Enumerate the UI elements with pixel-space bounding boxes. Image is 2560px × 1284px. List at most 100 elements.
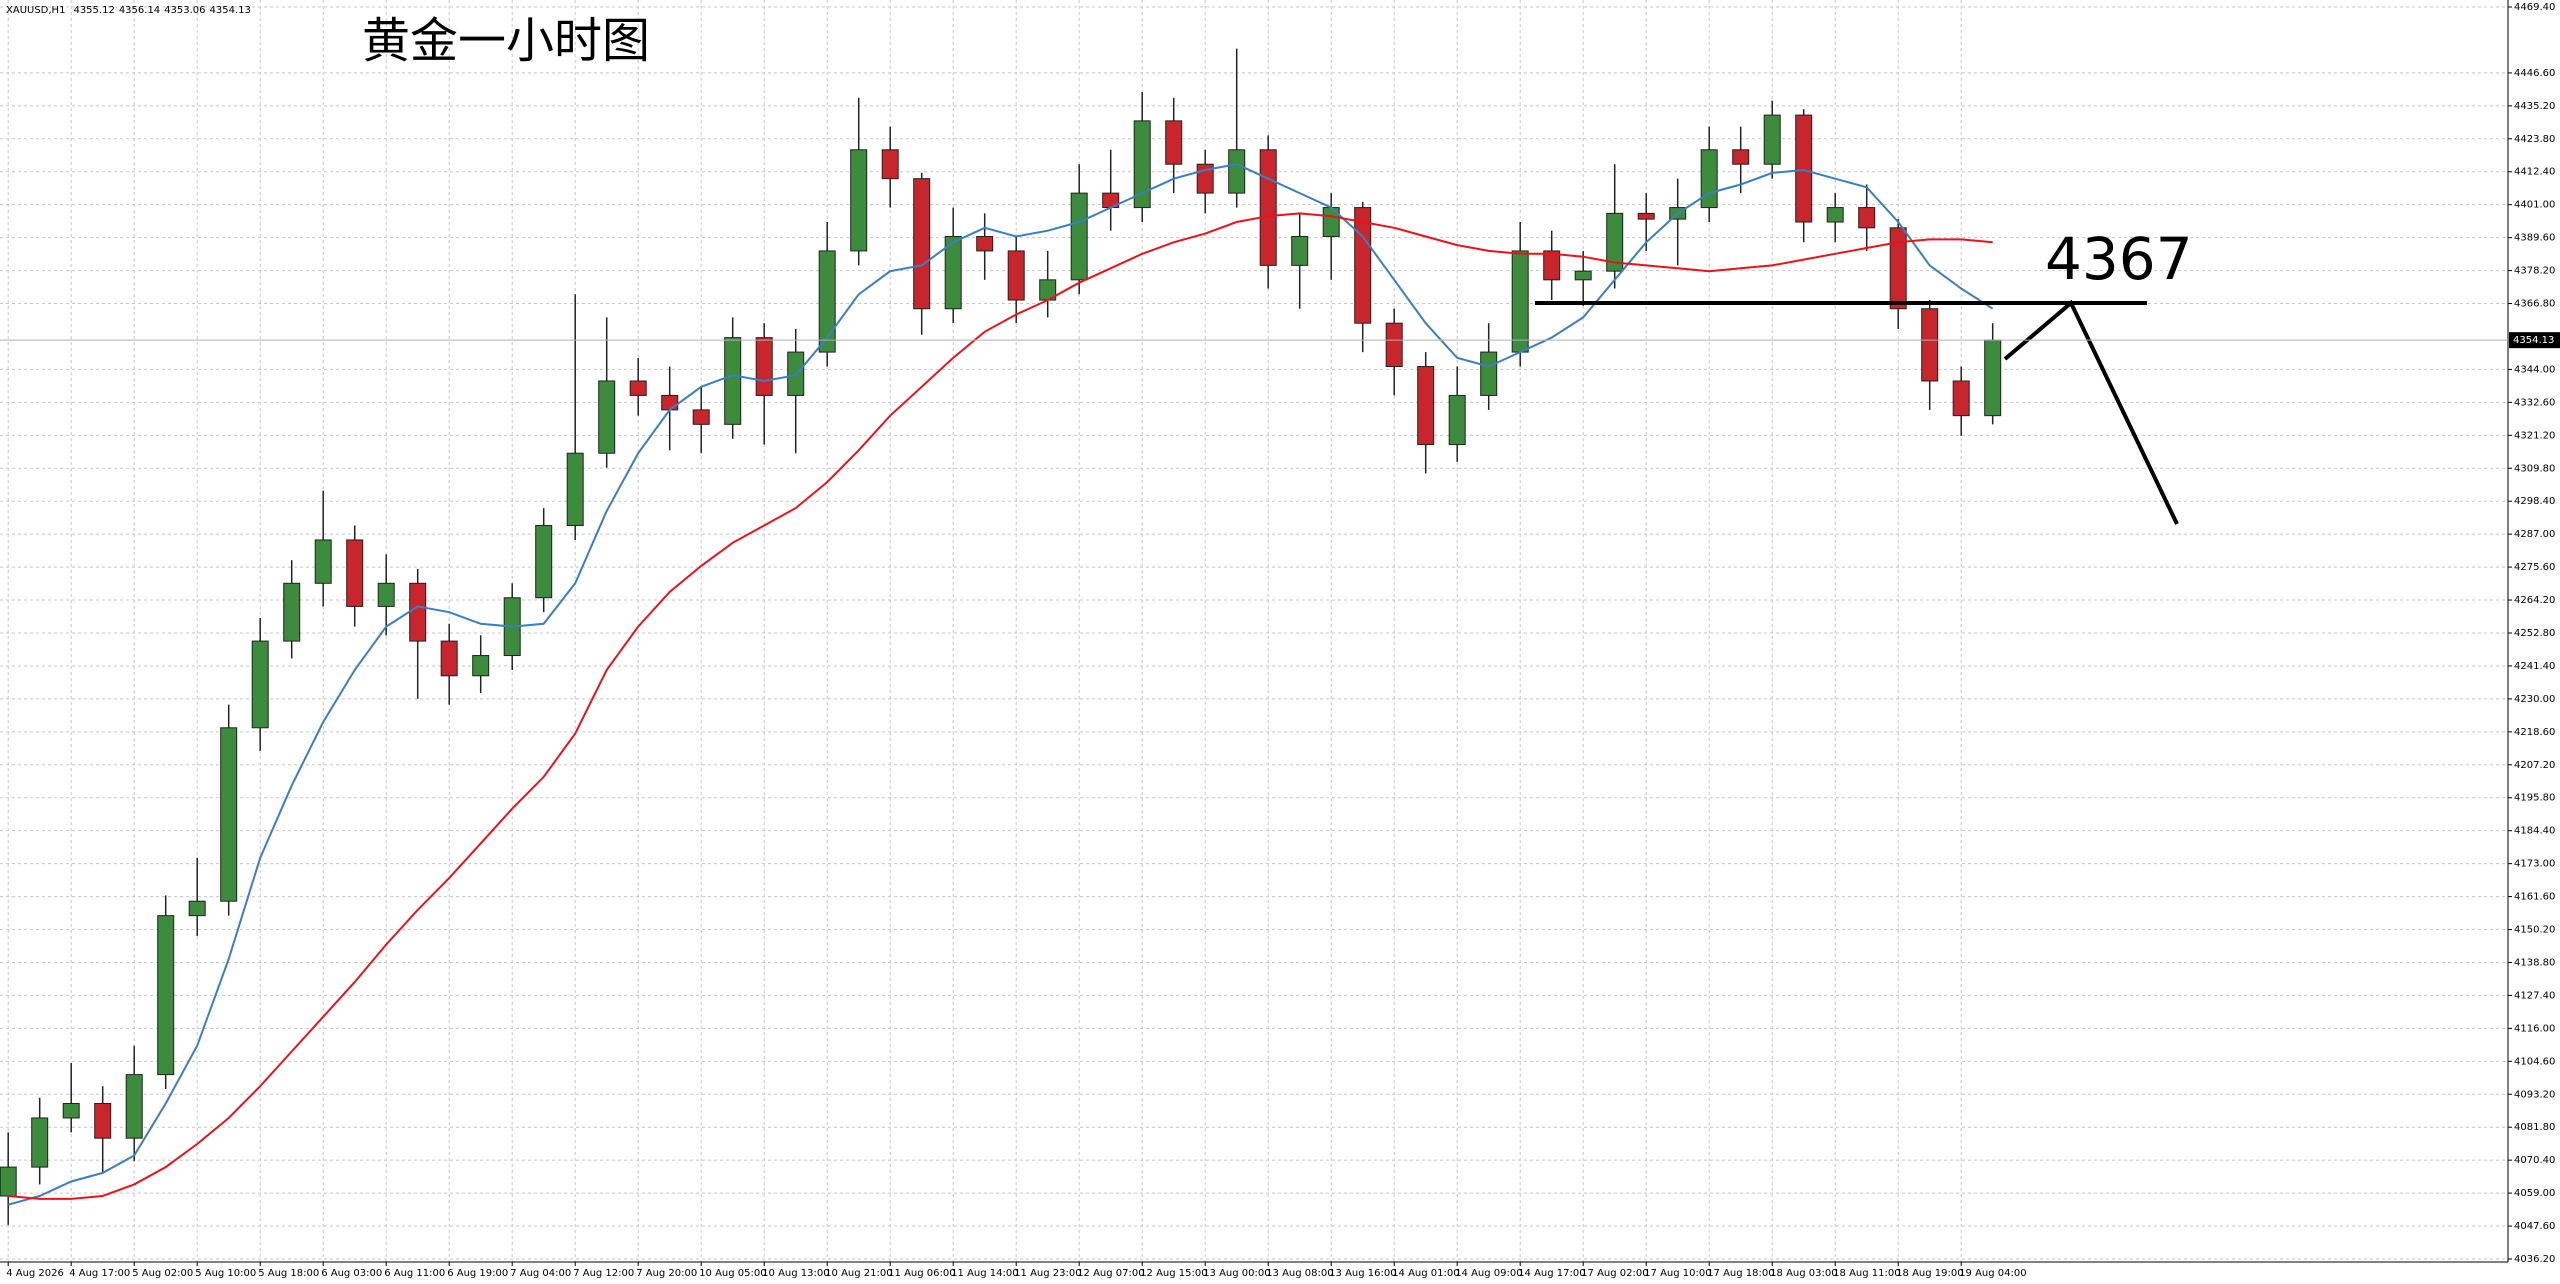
x-tick-label: 14 Aug 01:00	[1392, 1268, 1459, 1279]
x-tick-label: 11 Aug 14:00	[951, 1268, 1018, 1279]
x-tick-label: 17 Aug 18:00	[1707, 1268, 1774, 1279]
candle-body	[1133, 120, 1151, 209]
candle-body	[976, 235, 994, 252]
y-tick-label: 4173.00	[2514, 859, 2555, 870]
candle-body	[251, 640, 269, 729]
x-tick-label: 13 Aug 00:00	[1203, 1268, 1270, 1279]
candle-body	[188, 900, 206, 917]
candle-body	[850, 149, 868, 252]
x-tick-label: 10 Aug 21:00	[825, 1268, 892, 1279]
chart-title: 黄金一小时图	[362, 13, 650, 69]
y-tick-label: 4366.80	[2514, 299, 2555, 310]
candle-body	[944, 235, 962, 310]
x-tick-label: 10 Aug 05:00	[699, 1268, 766, 1279]
candle-body	[1921, 308, 1939, 382]
candle-body	[1007, 250, 1025, 301]
y-tick-label: 4309.80	[2514, 463, 2555, 474]
info-close: 4354.13	[210, 5, 251, 16]
y-tick-label: 4218.60	[2514, 727, 2555, 738]
candle-body	[1543, 250, 1561, 281]
candle-body	[125, 1074, 143, 1139]
candle-body	[1889, 227, 1907, 310]
x-tick-label: 10 Aug 13:00	[762, 1268, 829, 1279]
x-tick-label: 6 Aug 03:00	[321, 1268, 382, 1279]
y-tick-label: 4446.60	[2514, 68, 2555, 79]
x-tick-label: 11 Aug 23:00	[1014, 1268, 1081, 1279]
candle-body	[1984, 339, 2002, 417]
y-tick-label: 4321.20	[2514, 430, 2555, 441]
x-tick-label: 11 Aug 06:00	[888, 1268, 955, 1279]
candle-body	[535, 524, 553, 599]
candle-body	[283, 582, 301, 642]
candle-body	[1763, 114, 1781, 165]
x-tick-label: 7 Aug 20:00	[636, 1268, 697, 1279]
y-tick-label: 4161.60	[2514, 892, 2555, 903]
y-tick-label: 4378.20	[2514, 266, 2555, 277]
candle-body	[220, 727, 238, 902]
y-tick-label: 4150.20	[2514, 925, 2555, 936]
x-tick-label: 18 Aug 19:00	[1896, 1268, 1963, 1279]
candle-body	[661, 394, 679, 411]
plot	[0, 48, 2002, 1225]
y-tick-label: 4138.80	[2514, 957, 2555, 968]
candle-body	[1291, 235, 1309, 266]
y-tick-label: 4195.80	[2514, 793, 2555, 804]
y-tick-label: 4389.60	[2514, 233, 2555, 244]
x-tick-label: 13 Aug 08:00	[1266, 1268, 1333, 1279]
candle-body	[1259, 149, 1277, 266]
x-tick-label: 5 Aug 10:00	[195, 1268, 256, 1279]
y-tick-label: 4275.60	[2514, 562, 2555, 573]
candle-body	[1228, 149, 1246, 194]
candle-body	[409, 582, 427, 642]
y-tick-label: 4230.00	[2514, 694, 2555, 705]
candle-body	[1952, 380, 1970, 417]
y-tick-label: 4435.20	[2514, 101, 2555, 112]
y-tick-label: 4116.00	[2514, 1023, 2555, 1034]
candle-body	[1606, 212, 1624, 272]
candle-body	[1385, 322, 1403, 368]
x-tick-label: 17 Aug 10:00	[1644, 1268, 1711, 1279]
y-tick-label: 4127.40	[2514, 990, 2555, 1001]
candle-body	[755, 337, 773, 396]
y-tick-label: 4332.60	[2514, 397, 2555, 408]
y-tick-label: 4081.80	[2514, 1122, 2555, 1133]
price-label: 4354.13	[2513, 335, 2554, 346]
x-tick-label: 7 Aug 04:00	[510, 1268, 571, 1279]
candle-body	[881, 149, 899, 180]
y-tick-label: 4252.80	[2514, 628, 2555, 639]
candle-body	[1700, 149, 1718, 209]
candle-body	[62, 1103, 80, 1119]
candle-body	[818, 250, 836, 353]
x-tick-label: 17 Aug 02:00	[1581, 1268, 1648, 1279]
candle-body	[94, 1103, 112, 1139]
moving-average-line	[7, 163, 1994, 1206]
candle-body	[1732, 149, 1750, 165]
candle-body	[1354, 207, 1372, 324]
candle-body	[1417, 366, 1435, 446]
info-low: 4353.06	[164, 5, 205, 16]
y-tick-label: 4093.20	[2514, 1089, 2555, 1100]
y-tick-label: 4104.60	[2514, 1056, 2555, 1067]
symbol-info: XAUUSD,H1 4355.12 4356.14 4353.06 4354.13	[6, 5, 251, 16]
candle-body	[1511, 250, 1529, 353]
x-tick-label: 18 Aug 11:00	[1833, 1268, 1900, 1279]
candle-body	[377, 582, 395, 607]
x-tick-label: 4 Aug 2026	[6, 1268, 64, 1279]
x-tick-label: 13 Aug 16:00	[1329, 1268, 1396, 1279]
candle-body	[692, 409, 710, 425]
candle-body	[1826, 207, 1844, 223]
candle-body	[0, 1166, 17, 1197]
candle-body	[1480, 351, 1498, 396]
y-tick-label: 4287.00	[2514, 529, 2555, 540]
x-tick-label: 12 Aug 15:00	[1140, 1268, 1207, 1279]
y-tick-label: 4423.80	[2514, 134, 2555, 145]
candle-body	[31, 1117, 49, 1168]
y-tick-label: 4059.00	[2514, 1188, 2555, 1199]
grid	[0, 0, 2508, 1262]
symbol: XAUUSD,H1	[6, 5, 65, 16]
x-tick-label: 18 Aug 03:00	[1770, 1268, 1837, 1279]
x-tick-label: 19 Aug 04:00	[1959, 1268, 2026, 1279]
x-tick-label: 6 Aug 19:00	[447, 1268, 508, 1279]
candle-body	[157, 915, 175, 1076]
